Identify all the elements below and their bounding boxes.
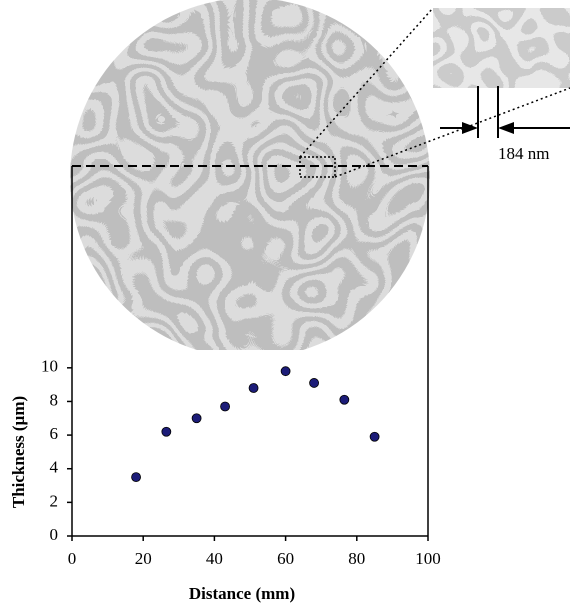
x-tick-label: 60 (277, 549, 294, 568)
point (280, 366, 291, 377)
point (220, 401, 230, 412)
y-tick-label: 6 (50, 424, 59, 443)
y-tick-label: 0 (50, 525, 59, 544)
zoom-line (334, 87, 570, 178)
x-tick-label: 100 (415, 549, 441, 568)
x-axis-label: Distance (mm) (189, 584, 295, 603)
point (191, 413, 202, 424)
point (309, 378, 319, 388)
wafer-image (70, 0, 430, 350)
point (369, 431, 380, 442)
y-tick-label: 2 (50, 491, 59, 510)
annotation: 184 nm (498, 144, 549, 163)
zoom-line (299, 7, 434, 158)
y-tick-label: 10 (41, 357, 58, 376)
x-tick-label: 20 (135, 549, 152, 568)
x-tick-label: 40 (206, 549, 223, 568)
point (248, 383, 259, 393)
x-tick-label: 80 (348, 549, 365, 568)
inset-image (433, 8, 570, 88)
arrow-head (462, 122, 478, 134)
y-tick-label: 8 (50, 390, 59, 409)
point (131, 472, 141, 483)
y-tick-label: 4 (50, 458, 59, 477)
point (161, 426, 172, 437)
arrow-head (498, 122, 514, 134)
y-axis-label: Thickness (µm) (9, 396, 28, 508)
x-tick-label: 0 (68, 549, 77, 568)
point (339, 394, 350, 405)
